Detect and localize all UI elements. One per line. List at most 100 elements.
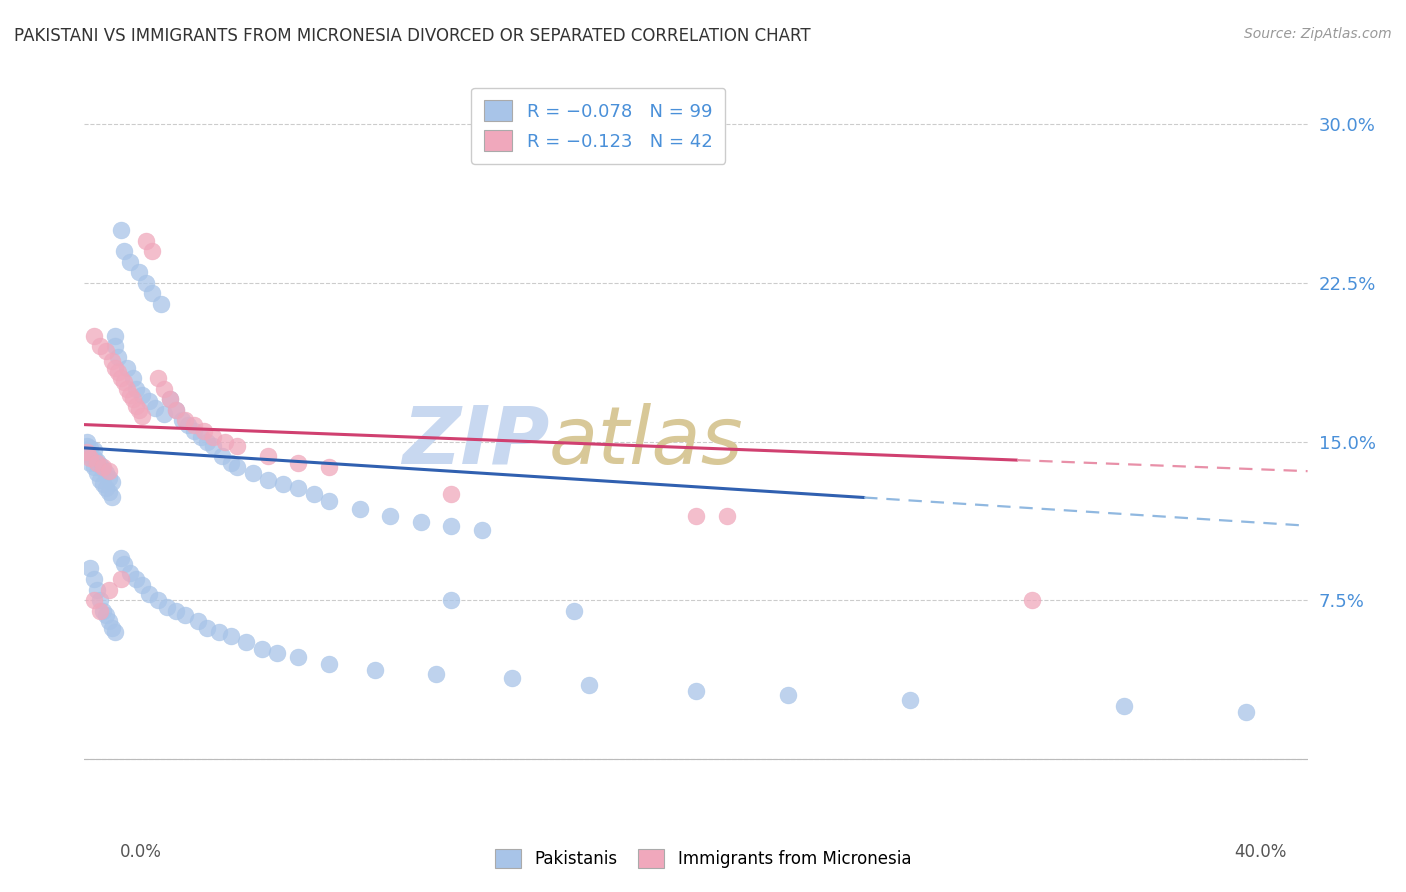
Point <box>101 475 124 489</box>
Point <box>91 604 114 618</box>
Point <box>153 407 176 421</box>
Point <box>104 624 127 639</box>
Point <box>83 328 105 343</box>
Point <box>302 487 325 501</box>
Legend: Pakistanis, Immigrants from Micronesia: Pakistanis, Immigrants from Micronesia <box>488 842 918 875</box>
Point <box>183 417 205 432</box>
Point <box>79 451 101 466</box>
Point <box>128 402 150 417</box>
Point <box>165 604 187 618</box>
Point <box>195 434 218 449</box>
Point <box>91 459 114 474</box>
Point <box>235 635 257 649</box>
Point <box>79 456 101 470</box>
Point <box>440 593 463 607</box>
Text: atlas: atlas <box>550 402 744 481</box>
Point <box>94 607 117 622</box>
Point <box>380 508 402 523</box>
Point <box>115 382 138 396</box>
Point <box>110 550 132 565</box>
Point <box>131 409 153 424</box>
Point <box>110 572 132 586</box>
Point <box>83 572 105 586</box>
Point <box>685 508 707 523</box>
Point <box>242 467 264 481</box>
Point <box>287 456 309 470</box>
Point <box>226 459 249 474</box>
Point <box>271 476 294 491</box>
Point <box>141 286 163 301</box>
Text: 40.0%: 40.0% <box>1234 843 1286 861</box>
Point <box>177 417 200 432</box>
Text: PAKISTANI VS IMMIGRANTS FROM MICRONESIA DIVORCED OR SEPARATED CORRELATION CHART: PAKISTANI VS IMMIGRANTS FROM MICRONESIA … <box>14 27 811 45</box>
Point <box>131 388 153 402</box>
Point <box>208 624 231 639</box>
Point <box>76 434 98 449</box>
Point <box>201 439 224 453</box>
Point <box>578 678 600 692</box>
Y-axis label: Divorced or Separated: Divorced or Separated <box>0 355 7 528</box>
Point <box>440 487 463 501</box>
Point <box>250 641 273 656</box>
Point <box>89 473 111 487</box>
Point <box>153 382 176 396</box>
Point <box>318 493 340 508</box>
Point <box>172 413 194 427</box>
Point <box>266 646 288 660</box>
Point <box>174 607 197 622</box>
Point <box>685 684 707 698</box>
Point <box>257 450 280 464</box>
Point <box>409 515 432 529</box>
Point <box>219 629 242 643</box>
Legend: R = −0.078   N = 99, R = −0.123   N = 42: R = −0.078 N = 99, R = −0.123 N = 42 <box>471 87 725 164</box>
Point <box>190 430 212 444</box>
Point <box>562 604 585 618</box>
Point <box>318 459 340 474</box>
Point <box>97 464 120 478</box>
Point <box>122 371 145 385</box>
Point <box>94 481 117 495</box>
Point <box>89 339 111 353</box>
Point <box>257 473 280 487</box>
Point <box>107 350 129 364</box>
Point <box>149 297 172 311</box>
Point <box>112 558 135 572</box>
Point <box>135 276 157 290</box>
Text: 0.0%: 0.0% <box>120 843 162 861</box>
Point <box>97 615 120 629</box>
Point <box>79 561 101 575</box>
Point <box>138 394 160 409</box>
Point <box>97 582 120 597</box>
Point <box>76 439 98 453</box>
Point <box>125 382 148 396</box>
Point <box>146 593 169 607</box>
Point <box>156 599 179 614</box>
Point <box>79 450 101 464</box>
Point <box>135 234 157 248</box>
Point <box>716 508 738 523</box>
Point <box>94 343 117 358</box>
Point <box>112 376 135 390</box>
Point <box>101 621 124 635</box>
Point <box>214 434 236 449</box>
Point <box>159 392 181 407</box>
Point <box>211 450 233 464</box>
Point <box>91 476 114 491</box>
Point <box>195 621 218 635</box>
Point <box>91 462 114 476</box>
Point <box>1021 593 1043 607</box>
Point <box>89 458 111 472</box>
Point <box>83 442 105 457</box>
Point <box>94 467 117 481</box>
Point <box>97 485 120 500</box>
Point <box>112 244 135 259</box>
Point <box>287 650 309 665</box>
Point <box>86 453 108 467</box>
Point <box>107 365 129 379</box>
Point <box>120 254 142 268</box>
Text: Source: ZipAtlas.com: Source: ZipAtlas.com <box>1244 27 1392 41</box>
Point <box>201 430 224 444</box>
Point <box>159 392 181 407</box>
Point <box>122 392 145 407</box>
Point <box>104 328 127 343</box>
